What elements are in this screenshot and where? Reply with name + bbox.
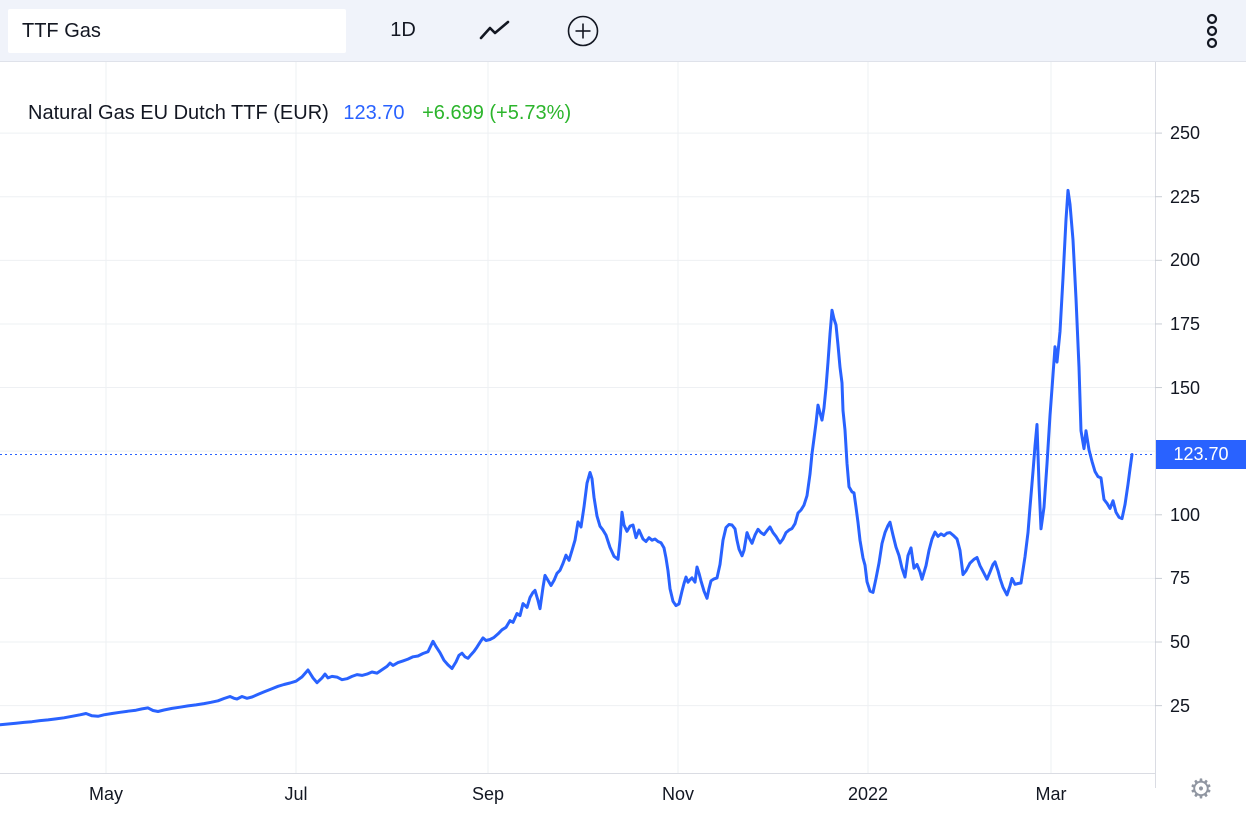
more-menu-button[interactable]	[1192, 0, 1232, 61]
settings-gear-icon[interactable]: ⚙	[1188, 774, 1214, 805]
y-axis-label: 200	[1170, 250, 1201, 271]
y-axis-label: 75	[1170, 568, 1191, 589]
x-axis-label: Nov	[661, 784, 695, 804]
plus-circle-icon	[567, 15, 599, 46]
compare-add-button[interactable]	[558, 0, 608, 61]
y-axis-label: 100	[1170, 504, 1201, 525]
y-axis-label: 250	[1170, 123, 1201, 144]
interval-button[interactable]: 1D	[390, 19, 416, 41]
y-axis-label: 150	[1170, 377, 1201, 398]
price-axis-label-text: 123.70	[1173, 443, 1229, 464]
x-axis-label: Mar	[1035, 784, 1067, 804]
x-axis-label: May	[88, 784, 124, 804]
y-axis-label: 25	[1170, 695, 1191, 716]
price-line-series	[0, 188, 1134, 727]
x-axis-label: Jul	[284, 784, 308, 804]
y-axis-label: 225	[1170, 186, 1201, 207]
symbol-search-input[interactable]	[8, 9, 346, 53]
kebab-menu-icon	[1206, 13, 1218, 48]
toolbar: 1D	[0, 0, 1246, 62]
y-axis-label: 175	[1170, 313, 1201, 334]
chart-style-button[interactable]	[470, 0, 520, 61]
x-axis-label: Sep	[471, 784, 505, 804]
price-axis-label: 123.70	[1156, 439, 1246, 469]
y-axis-label: 50	[1170, 632, 1191, 653]
line-chart-icon	[479, 20, 510, 39]
x-axis-label: 2022	[847, 784, 889, 804]
